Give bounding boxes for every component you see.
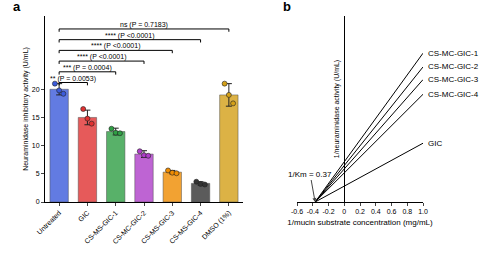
- svg-text:CS-MC-GIC-4: CS-MC-GIC-4: [428, 90, 479, 99]
- svg-text:10: 10: [32, 142, 40, 149]
- svg-text:15: 15: [32, 114, 40, 121]
- svg-text:CS-MC-GIC-2: CS-MC-GIC-2: [111, 209, 147, 245]
- svg-text:1/mucin substrate concentratio: 1/mucin substrate concentration (mg/mL): [287, 218, 433, 227]
- svg-text:CS-MS-GIC-3: CS-MS-GIC-3: [140, 209, 176, 245]
- svg-text:GIC: GIC: [428, 139, 442, 148]
- svg-text:**** (P <0.0001): **** (P <0.0001): [105, 32, 155, 40]
- svg-text:GIC: GIC: [77, 209, 91, 223]
- svg-text:-0.4: -0.4: [307, 208, 319, 215]
- svg-text:DMSO (1%): DMSO (1%): [200, 209, 232, 241]
- svg-text:CS-MC-GIC-1: CS-MC-GIC-1: [428, 49, 479, 58]
- svg-text:0: 0: [342, 208, 346, 215]
- svg-text:** (P = 0.0053): ** (P = 0.0053): [50, 75, 96, 83]
- svg-text:0.6: 0.6: [387, 208, 397, 215]
- svg-text:20: 20: [32, 86, 40, 93]
- svg-text:1/neuraminidase activity (U/mL: 1/neuraminidase activity (U/mL): [333, 60, 341, 158]
- svg-text:Neuraminidase inhibitory activ: Neuraminidase inhibitory activity (U/mL): [22, 47, 30, 171]
- svg-text:0.2: 0.2: [355, 208, 365, 215]
- svg-text:CS-MC-GIC-2: CS-MC-GIC-2: [428, 62, 479, 71]
- svg-text:-0.2: -0.2: [322, 208, 334, 215]
- svg-text:-0.6: -0.6: [291, 208, 303, 215]
- svg-text:CS-MC-GIC-3: CS-MC-GIC-3: [428, 75, 479, 84]
- svg-text:0.4: 0.4: [371, 208, 381, 215]
- svg-text:0.8: 0.8: [402, 208, 412, 215]
- svg-text:1.0: 1.0: [418, 208, 428, 215]
- svg-text:a: a: [13, 0, 21, 14]
- svg-text:5: 5: [36, 170, 40, 177]
- svg-text:0: 0: [36, 198, 40, 205]
- svg-text:CS-MS-GIC-4: CS-MS-GIC-4: [168, 209, 204, 245]
- svg-text:ns (P = 0.7183): ns (P = 0.7183): [120, 21, 168, 29]
- svg-text:CS-MS-GIC-1: CS-MS-GIC-1: [83, 209, 119, 245]
- svg-text:Untreated: Untreated: [36, 209, 63, 236]
- svg-text:**** (P <0.0001): **** (P <0.0001): [91, 42, 141, 50]
- svg-text:b: b: [283, 0, 291, 14]
- svg-text:**** (P <0.0001): **** (P <0.0001): [77, 53, 127, 61]
- svg-text:*** (P = 0.0004): *** (P = 0.0004): [63, 64, 112, 72]
- svg-text:1/Km = 0.37: 1/Km = 0.37: [288, 170, 332, 179]
